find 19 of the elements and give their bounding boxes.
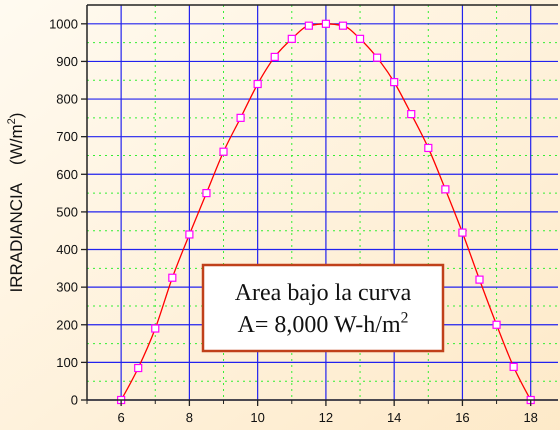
x-tick-label: 16 <box>455 410 470 425</box>
x-tick-label: 12 <box>318 410 334 425</box>
y-tick-label: 800 <box>56 92 78 107</box>
y-tick-label: 100 <box>56 354 78 370</box>
y-tick-label: 0 <box>70 392 78 408</box>
x-tick-label: 8 <box>186 410 194 425</box>
y-tick-label: 1000 <box>49 16 78 32</box>
annotation: Area bajo la curva A= 8,000 W-h/m$^{2}$ <box>234 280 412 338</box>
y-tick-label: 200 <box>56 317 78 332</box>
y-tick-label: 500 <box>56 204 78 220</box>
y-tick-label: 700 <box>56 129 78 144</box>
x-tick-label: 10 <box>250 410 265 425</box>
y-tick-label: 300 <box>56 280 78 295</box>
x-tick-label: 6 <box>118 410 125 425</box>
y-tick-label: 400 <box>56 242 78 258</box>
y-tick-label: 900 <box>56 54 78 69</box>
x-tick-label: 18 <box>523 410 538 425</box>
y-tick-label: 600 <box>56 166 78 182</box>
x-tick-label: 14 <box>386 410 402 425</box>
